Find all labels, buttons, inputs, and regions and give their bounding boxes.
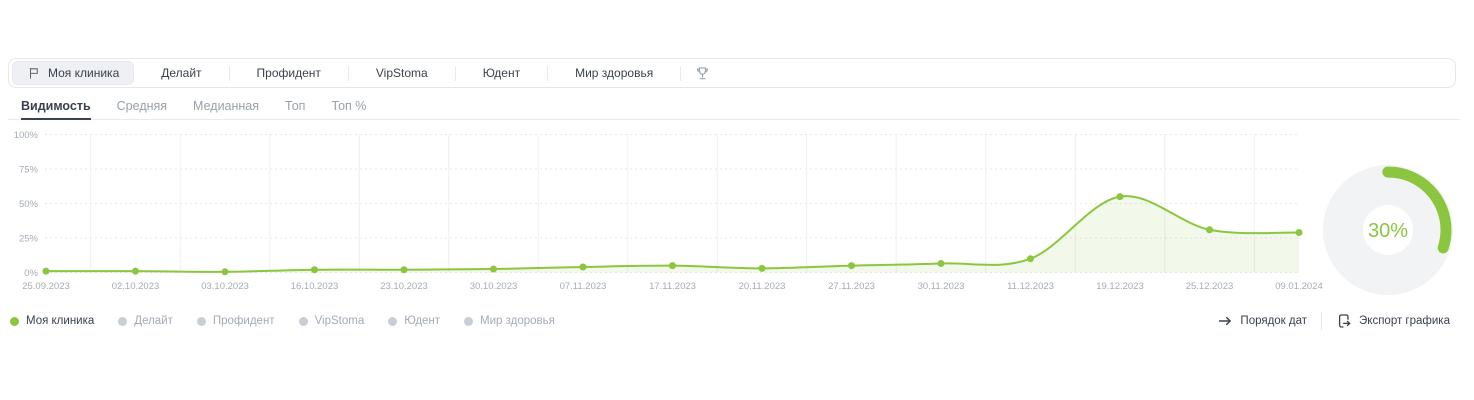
competitor-tab-4[interactable]: VipStoma — [349, 59, 455, 87]
competitor-tab-label: Мир здоровья — [575, 66, 654, 80]
x-tick-label: 11.12.2023 — [1007, 281, 1054, 292]
visibility-gauge: 30% — [1318, 160, 1458, 300]
export-icon — [1338, 314, 1351, 328]
legend-item-6[interactable]: Мир здоровья — [464, 315, 555, 327]
data-point[interactable] — [669, 262, 676, 270]
x-tick-label: 02.10.2023 — [112, 281, 160, 292]
data-point[interactable] — [1295, 228, 1303, 236]
competitor-tab-2[interactable]: Делайт — [134, 59, 228, 87]
x-tick-label: 27.11.2023 — [828, 281, 875, 292]
x-tick-label: 30.10.2023 — [470, 281, 518, 292]
legend-dot — [464, 316, 474, 326]
action-label: Порядок дат — [1240, 315, 1308, 327]
x-tick-label: 30.11.2023 — [918, 281, 965, 292]
x-tick-label: 19.12.2023 — [1096, 281, 1144, 292]
chart-legend: Моя клиника Делайт Профидент VipStoma Юдент М… — [10, 312, 555, 330]
tab-metric-4[interactable]: Топ — [285, 99, 306, 113]
arrow-right-icon — [1219, 316, 1232, 326]
legend-dot — [196, 316, 206, 326]
legend-label: VipStoma — [314, 315, 365, 327]
metric-tabs: Видимость Средняя Медианная Топ Топ % — [8, 94, 1460, 120]
legend-label: Делайт — [134, 315, 173, 327]
series-area — [46, 196, 1299, 273]
data-point[interactable] — [1027, 255, 1034, 263]
trophy-button[interactable] — [681, 59, 724, 87]
x-tick-label: 17.11.2023 — [649, 281, 696, 292]
data-point[interactable] — [400, 266, 408, 274]
competitor-tab-label: Профидент — [256, 66, 321, 80]
x-tick-label: 25.09.2023 — [22, 281, 70, 292]
data-point[interactable] — [132, 267, 139, 275]
competitor-tab-label: Делайт — [161, 66, 202, 80]
competitor-tab-1[interactable]: Моя клиника — [12, 61, 135, 85]
competitor-tab-label: VipStoma — [375, 66, 428, 80]
legend-label: Моя клиника — [26, 315, 95, 327]
action-label: Экспорт графика — [1359, 315, 1450, 327]
competitors-bar: Моя клиника Делайт Профидент VipStoma Юдент М… — [8, 58, 1456, 88]
y-tick-label: 25% — [19, 234, 39, 245]
data-point[interactable] — [579, 263, 587, 271]
y-tick-label: 100% — [14, 130, 39, 141]
y-tick-label: 0% — [24, 268, 38, 279]
legend-dot — [118, 316, 128, 326]
y-tick-label: 75% — [19, 165, 39, 176]
competitor-tab-label: Юдент — [482, 66, 521, 80]
divider — [547, 65, 549, 81]
divider — [347, 65, 349, 81]
competitor-tab-3[interactable]: Профидент — [230, 59, 348, 87]
data-point[interactable] — [1116, 193, 1124, 201]
legend-label: Профидент — [212, 315, 275, 327]
tab-metric-3[interactable]: Медианная — [193, 99, 260, 113]
data-point[interactable] — [1206, 226, 1213, 234]
gauge-value: 30% — [1368, 220, 1408, 242]
x-tick-label: 20.11.2023 — [739, 281, 786, 292]
legend-item-2[interactable]: Делайт — [118, 315, 173, 327]
x-tick-label: 23.10.2023 — [380, 281, 428, 292]
data-point[interactable] — [758, 264, 766, 272]
tab-visibility[interactable]: Видимость — [21, 94, 91, 120]
legend-item-4[interactable]: VipStoma — [298, 315, 365, 327]
legend-item-1[interactable]: Моя клиника — [10, 315, 94, 327]
data-point[interactable] — [42, 267, 50, 275]
data-point[interactable] — [490, 265, 497, 273]
chart-actions: Порядок дат Экспорт графика — [1217, 310, 1450, 332]
data-point[interactable] — [221, 268, 229, 276]
competitor-tab-6[interactable]: Мир здоровья — [548, 59, 680, 87]
data-point[interactable] — [848, 262, 855, 270]
legend-dot — [388, 316, 398, 326]
competitor-tabs: Моя клиника Делайт Профидент VipStoma Юдент М… — [9, 59, 680, 87]
date-order-button[interactable]: Порядок дат — [1217, 313, 1307, 329]
y-tick-label: 50% — [19, 199, 39, 210]
flag-icon — [29, 68, 38, 79]
export-chart-button[interactable]: Экспорт графика — [1336, 313, 1450, 329]
legend-dot — [298, 316, 308, 326]
competitor-tab-5[interactable]: Юдент — [456, 59, 547, 87]
legend-item-3[interactable]: Профидент — [196, 315, 275, 327]
x-tick-label: 25.12.2023 — [1186, 281, 1234, 292]
visibility-chart[interactable]: 0% 25% 50% 75% 100% 25.09.2023 02.10.2023 03.10… — [8, 125, 1323, 297]
legend-dot — [10, 316, 19, 326]
x-tick-label: 07.11.2023 — [560, 281, 607, 292]
gauge-track-ring — [1323, 165, 1453, 295]
divider — [1321, 312, 1323, 330]
divider — [454, 65, 456, 81]
x-tick-label: 16.10.2023 — [291, 281, 339, 292]
competitor-tab-label: Моя клиника — [48, 66, 120, 80]
tab-metric-2[interactable]: Средняя — [116, 99, 168, 113]
legend-item-5[interactable]: Юдент — [388, 315, 440, 327]
data-point[interactable] — [937, 260, 945, 268]
tab-metric-5[interactable]: Топ % — [331, 99, 367, 113]
x-tick-label: 03.10.2023 — [201, 281, 249, 292]
gauge-progress-arc — [1324, 166, 1452, 294]
data-point[interactable] — [311, 266, 318, 274]
legend-label: Юдент — [404, 315, 441, 327]
divider — [228, 65, 230, 81]
divider — [680, 65, 682, 81]
trophy-icon — [697, 66, 709, 79]
legend-label: Мир здоровья — [480, 315, 555, 327]
x-tick-label: 09.01.2024 — [1275, 281, 1323, 292]
